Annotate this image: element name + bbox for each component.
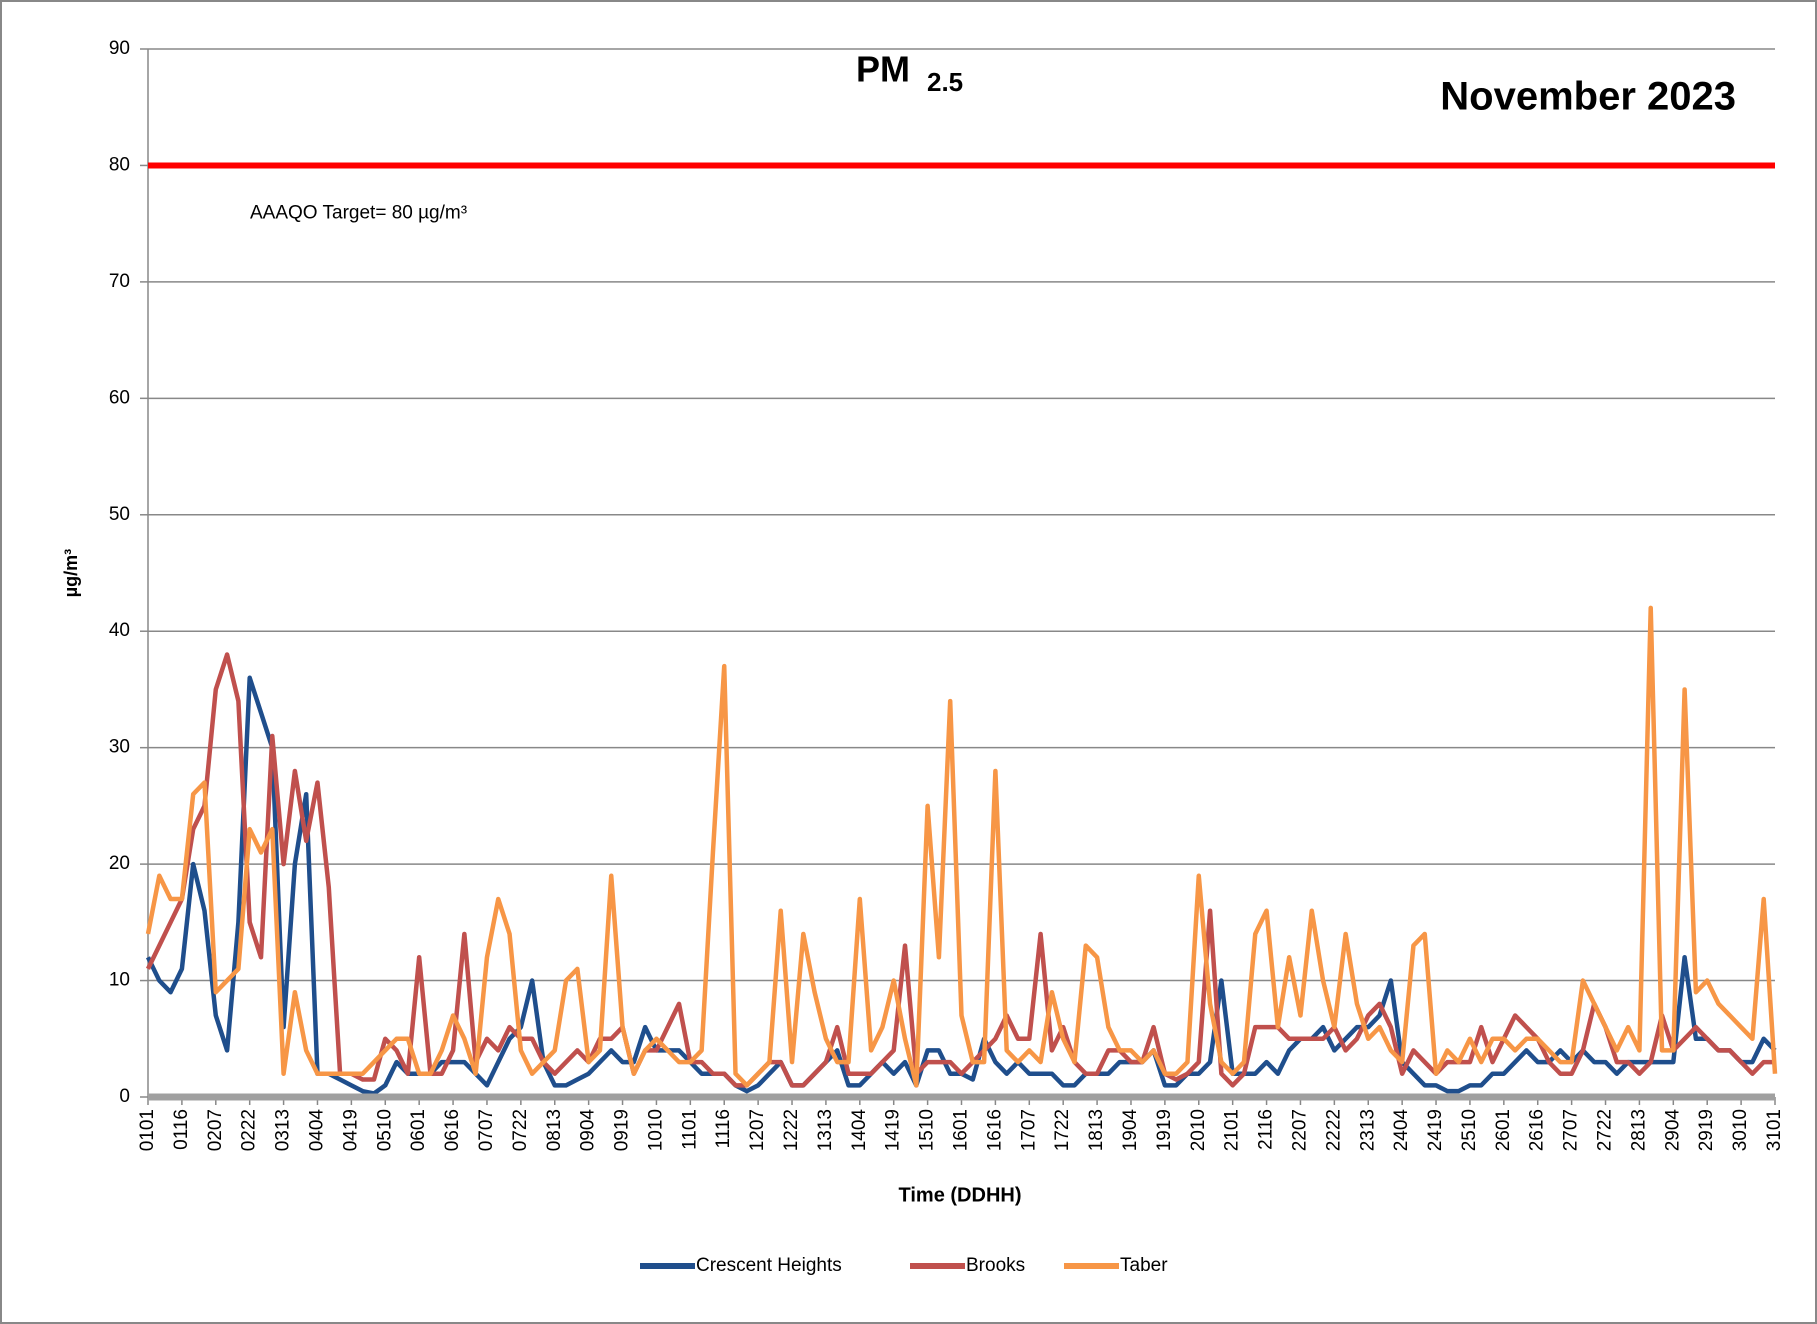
- x-tick-label: 2510: [1459, 1109, 1480, 1151]
- target-label: AAAQO Target= 80 µg/m³: [250, 202, 467, 223]
- chart-title-subscript: 2.5: [927, 67, 963, 97]
- x-tick-label: 2404: [1391, 1109, 1412, 1152]
- chart-subtitle: November 2023: [1440, 75, 1736, 119]
- x-tick-label: 2010: [1188, 1109, 1209, 1151]
- x-tick-label: 1222: [781, 1109, 802, 1151]
- x-tick-label: 2813: [1628, 1109, 1649, 1151]
- x-axis-label: Time (DDHH): [899, 1184, 1022, 1206]
- y-tick-label: 80: [109, 154, 130, 175]
- x-tick-label: 2313: [1357, 1109, 1378, 1151]
- series-line: [145, 605, 1778, 1088]
- x-tick-label: 2419: [1425, 1109, 1446, 1151]
- x-tick-label: 0404: [306, 1109, 327, 1152]
- x-tick-label: 2601: [1493, 1109, 1514, 1151]
- x-tick-label: 3101: [1764, 1109, 1785, 1151]
- legend-label: Brooks: [966, 1255, 1025, 1276]
- x-tick-label: 2707: [1561, 1109, 1582, 1151]
- x-tick-label: 0707: [476, 1109, 497, 1151]
- y-tick-label: 20: [109, 853, 130, 874]
- x-tick-label: 0510: [374, 1109, 395, 1151]
- legend-label: Crescent Heights: [696, 1255, 842, 1276]
- x-tick-label: 1616: [984, 1109, 1005, 1151]
- x-tick-label: 1919: [1154, 1109, 1175, 1151]
- x-tick-label: 2116: [1256, 1109, 1277, 1150]
- x-tick-label: 1207: [747, 1109, 768, 1151]
- x-tick-label: 1116: [713, 1109, 734, 1148]
- x-tick-label: 0207: [205, 1109, 226, 1151]
- x-tick-label: 0904: [578, 1109, 599, 1152]
- y-tick-label: 50: [109, 504, 130, 525]
- y-tick-label: 40: [109, 620, 130, 641]
- x-tick-label: 2616: [1527, 1109, 1548, 1151]
- x-tick-label: 1404: [849, 1109, 870, 1152]
- y-tick-label: 70: [109, 271, 130, 292]
- x-tick-label: 3010: [1730, 1109, 1751, 1151]
- x-tick-label: 0101: [137, 1109, 158, 1151]
- x-tick-label: 0116: [171, 1109, 192, 1150]
- x-tick-label: 0722: [510, 1109, 531, 1151]
- chart-title: PM: [856, 49, 910, 90]
- x-tick-label: 1419: [883, 1109, 904, 1151]
- x-tick-label: 0813: [544, 1109, 565, 1151]
- x-tick-label: 1904: [1120, 1109, 1141, 1152]
- x-tick-label: 0419: [340, 1109, 361, 1151]
- x-tick-label: 2101: [1222, 1109, 1243, 1151]
- x-tick-label: 2222: [1323, 1109, 1344, 1151]
- x-tick-label: 1722: [1052, 1109, 1073, 1151]
- y-tick-label: 90: [109, 38, 130, 59]
- x-tick-label: 1813: [1086, 1109, 1107, 1151]
- x-tick-label: 0313: [273, 1109, 294, 1151]
- legend-label: Taber: [1120, 1255, 1168, 1276]
- x-tick-label: 2207: [1289, 1109, 1310, 1151]
- x-tick-label: 1313: [815, 1109, 836, 1151]
- x-tick-label: 0616: [442, 1109, 463, 1151]
- x-tick-label: 2722: [1595, 1109, 1616, 1151]
- y-tick-label: 0: [119, 1086, 130, 1107]
- x-tick-label: 1510: [917, 1109, 938, 1151]
- y-tick-label: 10: [109, 970, 130, 991]
- x-tick-label: 0222: [239, 1109, 260, 1151]
- x-tick-label: 1601: [951, 1109, 972, 1151]
- x-tick-label: 1101: [679, 1109, 700, 1150]
- y-axis-label: µg/m³: [61, 549, 81, 597]
- x-tick-label: 0919: [612, 1109, 633, 1151]
- x-tick-label: 1707: [1018, 1109, 1039, 1151]
- y-tick-label: 30: [109, 737, 130, 758]
- y-tick-label: 60: [109, 387, 130, 408]
- x-tick-label: 2904: [1662, 1109, 1683, 1152]
- x-tick-label: 0601: [408, 1109, 429, 1151]
- x-tick-label: 1010: [645, 1109, 666, 1151]
- x-tick-label: 2919: [1696, 1109, 1717, 1151]
